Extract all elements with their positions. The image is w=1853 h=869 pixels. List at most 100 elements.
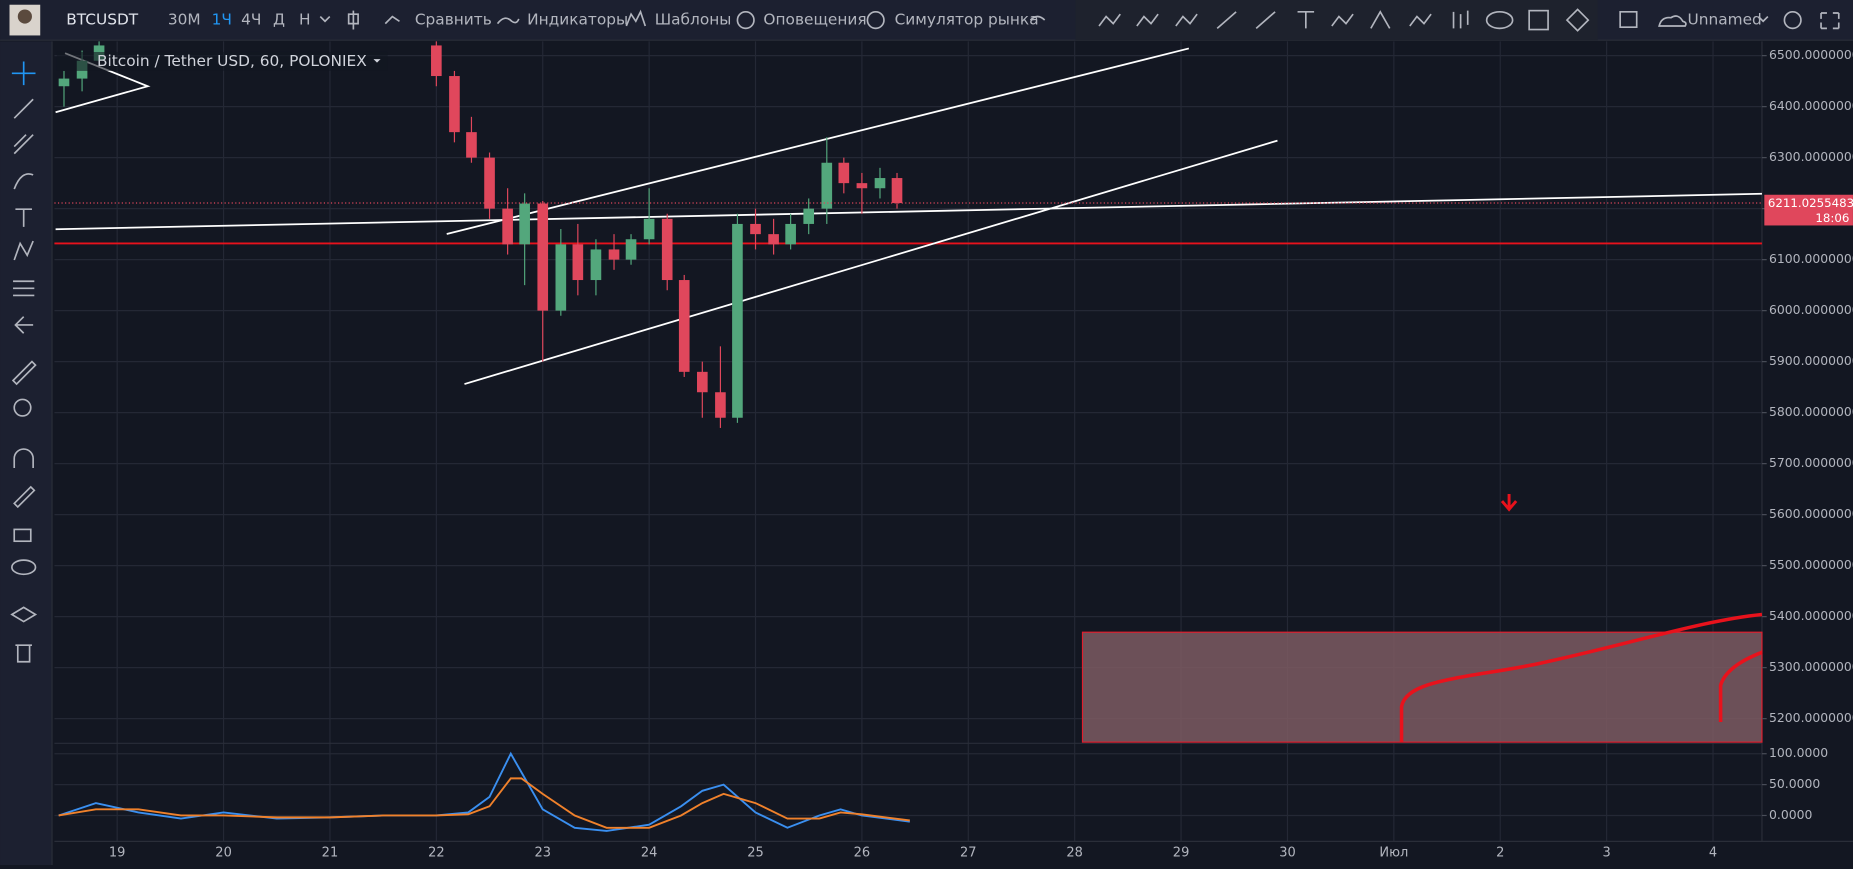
- y-tick-label: 6500.00000000: [1769, 47, 1853, 62]
- tool[interactable]: [1297, 10, 1315, 29]
- tool[interactable]: [1409, 13, 1432, 27]
- candle-body: [625, 239, 637, 260]
- tool[interactable]: [1452, 10, 1469, 29]
- tool[interactable]: [1485, 10, 1514, 30]
- x-tick-label: 25: [747, 846, 764, 861]
- tool[interactable]: [13, 280, 35, 297]
- candle-body: [697, 371, 708, 393]
- templates[interactable]: Шаблоны: [655, 11, 732, 29]
- tool[interactable]: [1136, 13, 1159, 27]
- x-tick-label: Июл: [1379, 846, 1408, 861]
- y-tick-label: 5300.00000000: [1769, 659, 1853, 674]
- tool[interactable]: [1255, 11, 1276, 29]
- interval[interactable]: 1Ч: [212, 11, 232, 29]
- tool[interactable]: [13, 448, 34, 468]
- interval[interactable]: 4Ч: [241, 11, 261, 29]
- tool[interactable]: [1370, 10, 1391, 29]
- tool[interactable]: [1528, 9, 1549, 31]
- y-tick-label: 6100.00000000: [1769, 251, 1853, 266]
- trend-line[interactable]: [464, 139, 1278, 385]
- tool[interactable]: [13, 398, 32, 417]
- trend-line[interactable]: [55, 192, 1762, 231]
- x-tick-label: 22: [428, 846, 445, 861]
- candle-body: [608, 249, 620, 260]
- legend-bg: [56, 51, 388, 71]
- candle-body: [484, 157, 495, 209]
- y-tick-label: 6300.00000000: [1769, 149, 1853, 164]
- last-price-box: [1764, 194, 1853, 226]
- interval[interactable]: Н: [299, 11, 311, 29]
- candle-body: [891, 178, 903, 204]
- x-tick-label: 27: [960, 846, 977, 861]
- candle-body: [768, 234, 779, 245]
- compare[interactable]: Сравнить: [415, 11, 492, 29]
- y-tick-label: 50.0000: [1769, 776, 1820, 791]
- replay[interactable]: Симулятор рынка: [895, 11, 1039, 29]
- dropdown[interactable]: [319, 15, 331, 23]
- y-tick-label: 5500.00000000: [1769, 557, 1853, 572]
- indicator-line: [58, 777, 910, 829]
- x-tick-label: 3: [1602, 846, 1610, 861]
- y-tick-label: 5600.00000000: [1769, 506, 1853, 521]
- tool[interactable]: [1619, 10, 1638, 29]
- replay-icon: [866, 10, 885, 30]
- symbol[interactable]: BTCUSDT: [66, 11, 139, 29]
- tool[interactable]: [1098, 13, 1121, 27]
- tool[interactable]: [1565, 8, 1590, 32]
- templates-icon: [625, 9, 647, 27]
- candle-body: [555, 244, 567, 311]
- tool[interactable]: [11, 61, 36, 86]
- undo[interactable]: [1029, 15, 1046, 21]
- candle-body: [732, 223, 743, 418]
- x-tick-label: 19: [109, 846, 126, 861]
- tool[interactable]: [1175, 13, 1198, 27]
- candle-body: [572, 244, 584, 281]
- tool[interactable]: [13, 173, 34, 190]
- settings[interactable]: [1783, 10, 1802, 30]
- tool[interactable]: [11, 360, 37, 386]
- candle-body: [58, 78, 70, 87]
- alerts[interactable]: Оповещения: [763, 11, 866, 29]
- candle-body: [715, 392, 726, 418]
- chart-style-icon[interactable]: [347, 10, 359, 30]
- dropdown[interactable]: [373, 59, 381, 63]
- tool[interactable]: [13, 240, 34, 261]
- tool[interactable]: [13, 134, 34, 155]
- chart-title: Bitcoin / Tether USD, 60, POLONIEX: [97, 52, 367, 70]
- candle-body: [750, 223, 761, 235]
- layout-name[interactable]: Unnamed: [1688, 11, 1762, 29]
- curve-drawing[interactable]: [1399, 612, 1763, 743]
- tool[interactable]: [1331, 13, 1354, 27]
- tool[interactable]: [13, 98, 34, 119]
- y-tick-label: 6000.00000000: [1769, 302, 1853, 317]
- y-tick-label: 100.0000: [1769, 745, 1828, 760]
- arrow-drawing[interactable]: [1500, 493, 1518, 512]
- candle-body: [449, 76, 460, 133]
- tool[interactable]: [15, 644, 32, 663]
- x-tick-label: 23: [534, 846, 551, 861]
- tool[interactable]: [11, 559, 37, 576]
- candle-body: [590, 249, 602, 281]
- candle-body: [661, 218, 673, 281]
- dropdown[interactable]: [1757, 15, 1769, 23]
- interval[interactable]: Д: [273, 11, 285, 29]
- tool[interactable]: [14, 316, 34, 334]
- fullscreen[interactable]: [1820, 12, 1840, 30]
- trend-line[interactable]: [446, 47, 1190, 235]
- tool[interactable]: [15, 208, 32, 227]
- x-tick-label: 29: [1173, 846, 1190, 861]
- curve-drawing[interactable]: [1718, 650, 1763, 723]
- indicators[interactable]: Индикаторы: [527, 11, 628, 29]
- candle-body: [643, 218, 655, 240]
- alerts-icon: [736, 10, 755, 30]
- tool[interactable]: [10, 606, 38, 623]
- candle-body: [856, 183, 868, 189]
- interval[interactable]: 30М: [168, 11, 201, 29]
- tool[interactable]: [13, 485, 36, 509]
- candle-body: [785, 223, 796, 245]
- x-tick-label: 24: [641, 846, 658, 861]
- tool[interactable]: [13, 528, 32, 543]
- tool[interactable]: [1216, 11, 1237, 29]
